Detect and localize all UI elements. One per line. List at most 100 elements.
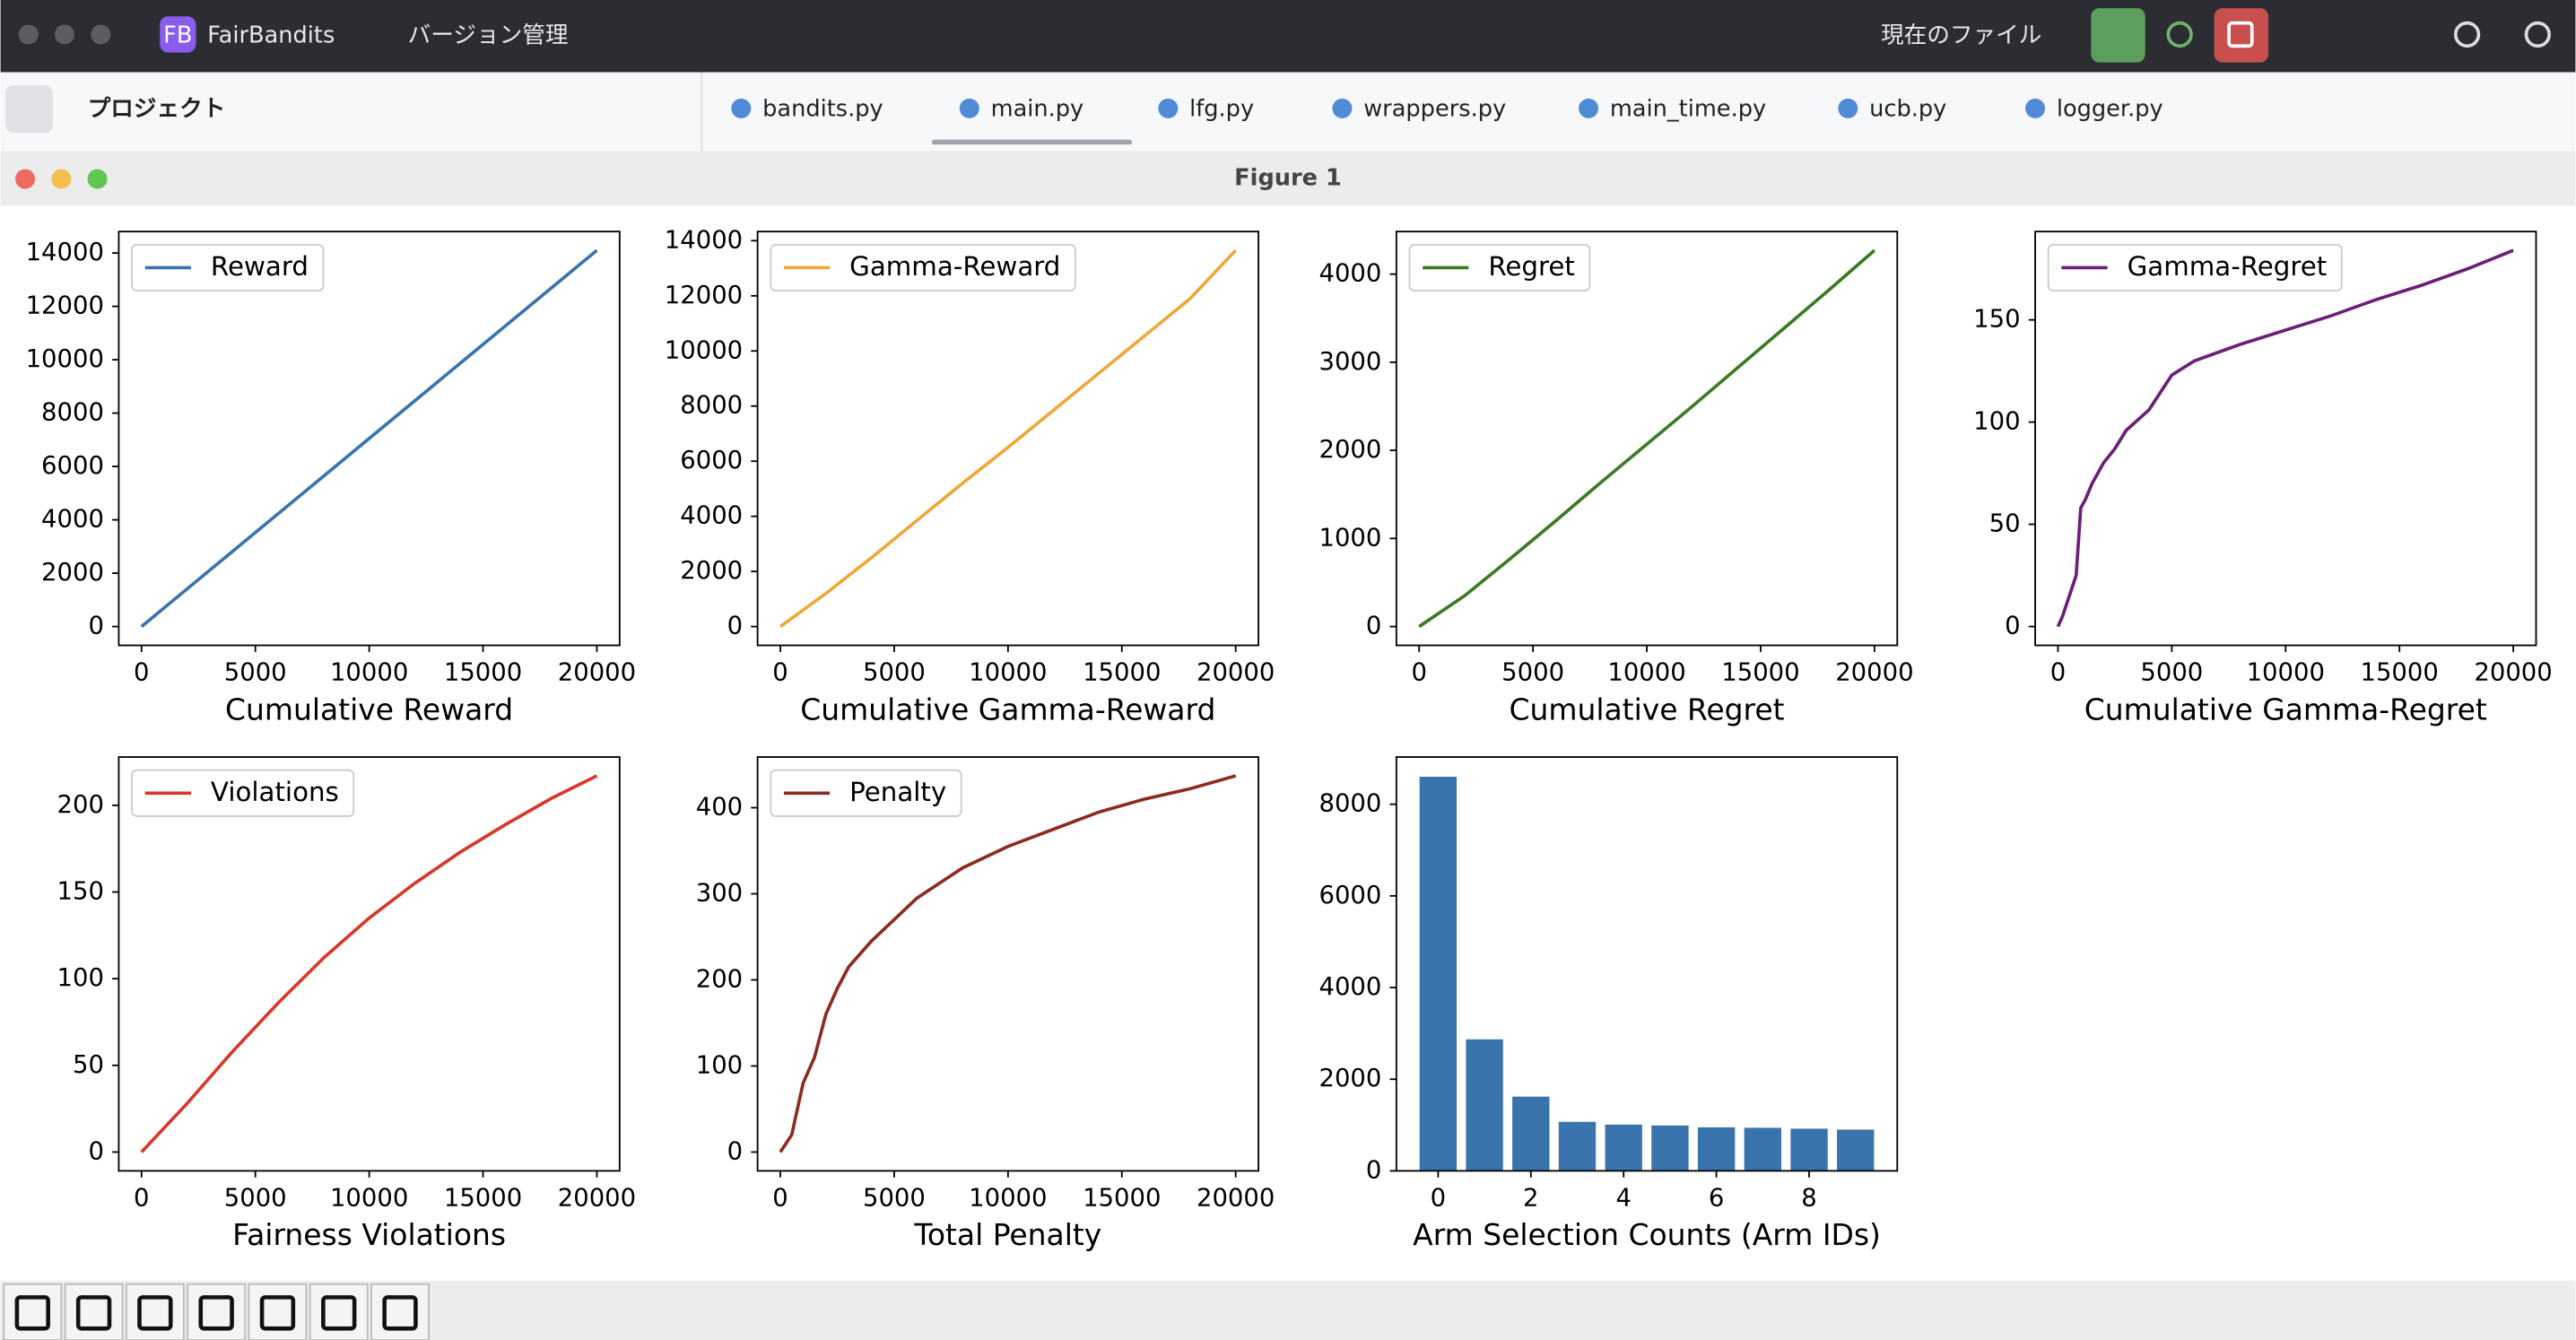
search-button[interactable] [2453, 21, 2481, 48]
python-icon [1838, 98, 1858, 118]
axes-frame [756, 231, 1259, 647]
run-config[interactable]: 現在のファイル [1881, 22, 2041, 48]
figure-title-bar [0, 151, 2576, 205]
x-axis-label: Cumulative Gamma-Regret [2084, 692, 2487, 727]
window-button[interactable] [91, 24, 111, 45]
file-tab[interactable]: ucb.py [1869, 96, 1946, 123]
toolbar-button[interactable] [64, 1283, 124, 1340]
y-tick-label: 6000 [680, 447, 743, 474]
x-tick-label: 0 [134, 659, 149, 687]
file-tab[interactable]: logger.py [2057, 96, 2163, 123]
x-tick-label: 5000 [863, 659, 926, 687]
toolbar-button[interactable] [309, 1283, 369, 1340]
y-tick-label: 12000 [26, 292, 104, 320]
bar [1605, 1124, 1642, 1171]
y-tick-label: 0 [727, 1137, 743, 1165]
toolbar-button[interactable] [125, 1283, 185, 1340]
bar [1466, 1039, 1503, 1171]
window-button[interactable] [18, 24, 39, 45]
bar [1651, 1125, 1689, 1171]
window-button[interactable] [55, 24, 74, 45]
x-axis-label: Fairness Violations [232, 1217, 506, 1252]
series-line [1418, 248, 1876, 629]
x-tick-label: 20000 [558, 1185, 636, 1213]
y-tick-label: 0 [88, 613, 103, 640]
toolbar-glyph [321, 1295, 357, 1331]
y-tick-label: 50 [1989, 510, 2021, 538]
x-tick-label: 8 [1801, 1185, 1816, 1213]
y-tick-label: 4000 [680, 502, 743, 530]
toolbar-button[interactable] [187, 1283, 247, 1340]
zoom-button[interactable] [87, 169, 108, 189]
y-tick-label: 14000 [26, 239, 104, 266]
file-tab[interactable]: lfg.py [1189, 96, 1254, 123]
file-tab[interactable]: main_time.py [1610, 96, 1766, 123]
y-tick-label: 3000 [1318, 348, 1381, 376]
settings-button[interactable] [2524, 21, 2551, 48]
y-tick-label: 4000 [1318, 973, 1381, 1001]
y-tick-label: 8000 [41, 399, 104, 427]
app-name[interactable]: FairBandits [207, 22, 335, 48]
x-tick-label: 10000 [969, 659, 1047, 687]
x-tick-label: 5000 [224, 1185, 287, 1213]
y-tick-label: 100 [696, 1051, 743, 1079]
bar [1790, 1128, 1828, 1171]
stop-button[interactable] [2214, 8, 2269, 63]
x-axis-label: Cumulative Reward [225, 692, 513, 727]
x-tick-label: 0 [1411, 659, 1426, 687]
y-tick-label: 4000 [1318, 260, 1381, 288]
minimize-button[interactable] [51, 169, 72, 189]
y-tick-label: 0 [1366, 613, 1381, 640]
x-tick-label: 0 [134, 1185, 149, 1213]
close-button[interactable] [15, 169, 36, 189]
x-tick-label: 20000 [558, 659, 636, 687]
toolbar-glyph [259, 1295, 296, 1331]
x-tick-label: 0 [772, 1185, 788, 1213]
python-icon [731, 98, 752, 118]
x-axis-label: Total Penalty [913, 1217, 1101, 1252]
file-tab[interactable]: bandits.py [762, 96, 883, 123]
bar [1837, 1129, 1875, 1171]
x-tick-label: 5000 [1501, 659, 1564, 687]
run-button[interactable] [2091, 8, 2145, 63]
y-tick-label: 400 [696, 794, 743, 822]
y-tick-label: 0 [727, 613, 743, 640]
bar [1697, 1127, 1736, 1171]
project-icon[interactable] [5, 85, 54, 134]
plot-area [757, 231, 1259, 646]
python-icon [1158, 98, 1179, 118]
plot-area [118, 757, 620, 1171]
series-line [779, 774, 1237, 1153]
y-tick-label: 50 [73, 1051, 104, 1079]
file-tab[interactable]: main.py [991, 96, 1084, 123]
series-line [140, 248, 598, 628]
toolbar-button[interactable] [370, 1283, 430, 1340]
y-tick-label: 6000 [41, 452, 104, 480]
legend-box [1408, 243, 1591, 291]
project-label[interactable]: プロジェクト [88, 96, 226, 123]
toolbar-button[interactable] [3, 1283, 63, 1340]
x-tick-label: 4 [1615, 1185, 1631, 1213]
y-tick-label: 100 [57, 964, 104, 992]
bar [1558, 1121, 1597, 1171]
x-tick-label: 15000 [444, 1185, 522, 1213]
tab-bar [0, 72, 2576, 152]
bar [1419, 777, 1458, 1171]
y-tick-label: 2000 [1318, 436, 1381, 464]
file-tab[interactable]: wrappers.py [1363, 96, 1506, 123]
active-tab-indicator [931, 139, 1133, 145]
stop-icon [2227, 21, 2254, 48]
toolbar-button[interactable] [248, 1283, 308, 1340]
x-tick-label: 15000 [2361, 659, 2439, 687]
legend-box [131, 769, 355, 817]
axes-frame [1395, 756, 1899, 1172]
badge-text: FB [163, 22, 192, 48]
legend-label: Gamma-Regret [2128, 251, 2328, 282]
y-tick-label: 0 [2005, 613, 2020, 640]
vcs-menu[interactable]: バージョン管理 [408, 22, 569, 48]
debug-button[interactable] [2166, 21, 2193, 48]
x-axis-label: Arm Selection Counts (Arm IDs) [1413, 1217, 1881, 1252]
y-tick-label: 4000 [41, 506, 104, 534]
bar [1744, 1127, 1781, 1171]
